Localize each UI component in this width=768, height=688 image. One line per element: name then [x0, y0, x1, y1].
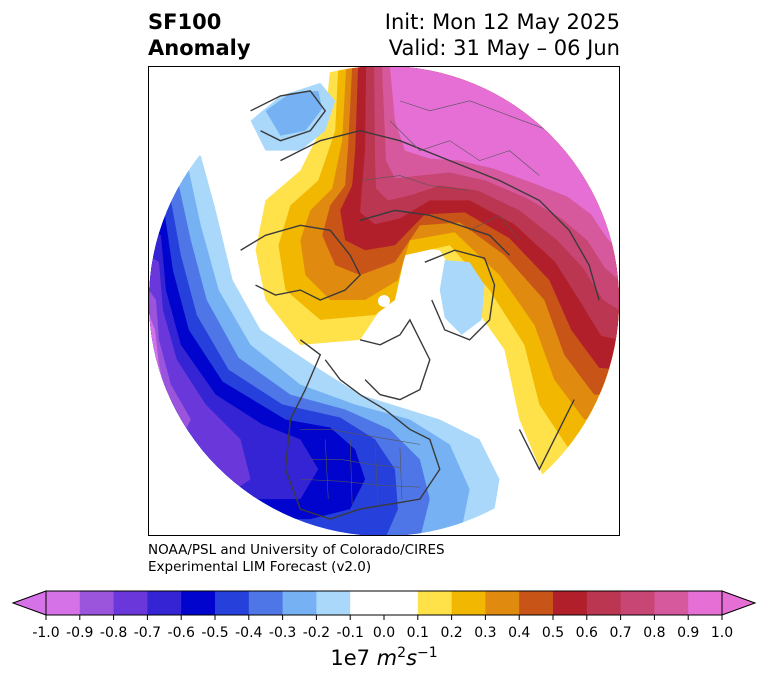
colorbar-tick-label: 0.6 [576, 625, 598, 641]
colorbar-ticks: -1.0 -0.9 -0.8 -0.7 -0.6 -0.5 -0.4 -0.3 -0.2 -0.1… [32, 615, 733, 641]
colorbar-bin [316, 591, 351, 615]
colorbar-tick-label: 0.7 [609, 625, 631, 641]
colorbar-tick-label: 0.4 [508, 625, 530, 641]
anomaly-contour-neg-northatlantic-inner [265, 90, 323, 136]
colorbar-tick-label: -0.6 [168, 625, 195, 641]
map-title-left: SF100 Anomaly [148, 9, 251, 61]
coastlines [240, 90, 600, 520]
credit-line-2: Experimental LIM Forecast (v2.0) [148, 559, 372, 575]
anomaly-contour-neg-greenland [439, 260, 485, 335]
colorbar-bin [215, 591, 250, 615]
colorbar-tick-label: 0.1 [407, 625, 429, 641]
colorbar-tick-label: -0.1 [337, 625, 364, 641]
anomaly-field [149, 67, 619, 535]
colorbar-tick-label: -0.3 [269, 625, 296, 641]
colorbar-bin [519, 591, 554, 615]
colorbar-bin [553, 591, 588, 615]
colorbar-tick-label: -0.4 [235, 625, 262, 641]
colorbar-bin [688, 591, 723, 615]
colorbar-tick-label: -0.7 [134, 625, 161, 641]
colorbar-bin [451, 591, 486, 615]
colorbar-bin [113, 591, 148, 615]
colorbar-bin [79, 591, 115, 615]
colorbar-tick-label: 0.8 [643, 625, 665, 641]
colorbar-tick-label: 0.3 [474, 625, 496, 641]
colorbar-bin [350, 591, 385, 615]
colorbar-tick-label: 0.5 [542, 625, 564, 641]
polar-map [149, 67, 619, 535]
map-frame [148, 66, 620, 536]
colorbar-over-arrow [721, 590, 757, 616]
units-m: m [376, 646, 398, 670]
colorbar-bin [46, 591, 81, 615]
units-m-exp: 2 [397, 645, 407, 661]
variable-name: SF100 [148, 10, 222, 34]
colorbar-tick-label: 0.9 [677, 625, 699, 641]
anomaly-label: Anomaly [148, 36, 251, 60]
colorbar-tick-label: 0.0 [373, 625, 395, 641]
colorbar-tick-label: -0.9 [66, 625, 93, 641]
colorbar-bin [417, 591, 453, 615]
pole-marker [378, 295, 390, 307]
colorbar-bin [282, 591, 317, 615]
units-s-exp: −1 [417, 645, 438, 661]
colorbar-under-arrow [11, 590, 47, 616]
units-prefix: 1e7 [330, 646, 377, 670]
colorbar-bin [654, 591, 689, 615]
colorbar-tick-label: -0.5 [201, 625, 228, 641]
colorbar-bin [384, 591, 419, 615]
colorbar-bin [485, 591, 520, 615]
credit-line-1: NOAA/PSL and University of Colorado/CIRE… [148, 542, 445, 558]
colorbar-tick-label: -1.0 [32, 625, 59, 641]
init-date: Init: Mon 12 May 2025 [384, 10, 620, 34]
map-title-right: Init: Mon 12 May 2025 Valid: 31 May – 06… [385, 9, 620, 61]
colorbar-bin [586, 591, 622, 615]
colorbar-bins [46, 591, 723, 615]
colorbar-bin [181, 591, 216, 615]
credit-block: NOAA/PSL and University of Colorado/CIRE… [148, 542, 445, 576]
colorbar-tick-label: 0.2 [440, 625, 462, 641]
colorbar-units: 1e7 m2s−1 [0, 645, 768, 670]
political-borders [300, 100, 550, 505]
colorbar-bin [147, 591, 182, 615]
colorbar-bin [620, 591, 655, 615]
colorbar-tick-label: -0.2 [303, 625, 330, 641]
colorbar-tick-label: -0.8 [100, 625, 127, 641]
colorbar: -1.0 -0.9 -0.8 -0.7 -0.6 -0.5 -0.4 -0.3 -0.2 -0.1… [11, 590, 757, 641]
colorbar-tick-label: 1.0 [711, 625, 733, 641]
colorbar-bin [248, 591, 284, 615]
valid-range: Valid: 31 May – 06 Jun [388, 36, 620, 60]
units-s: s [406, 646, 418, 670]
